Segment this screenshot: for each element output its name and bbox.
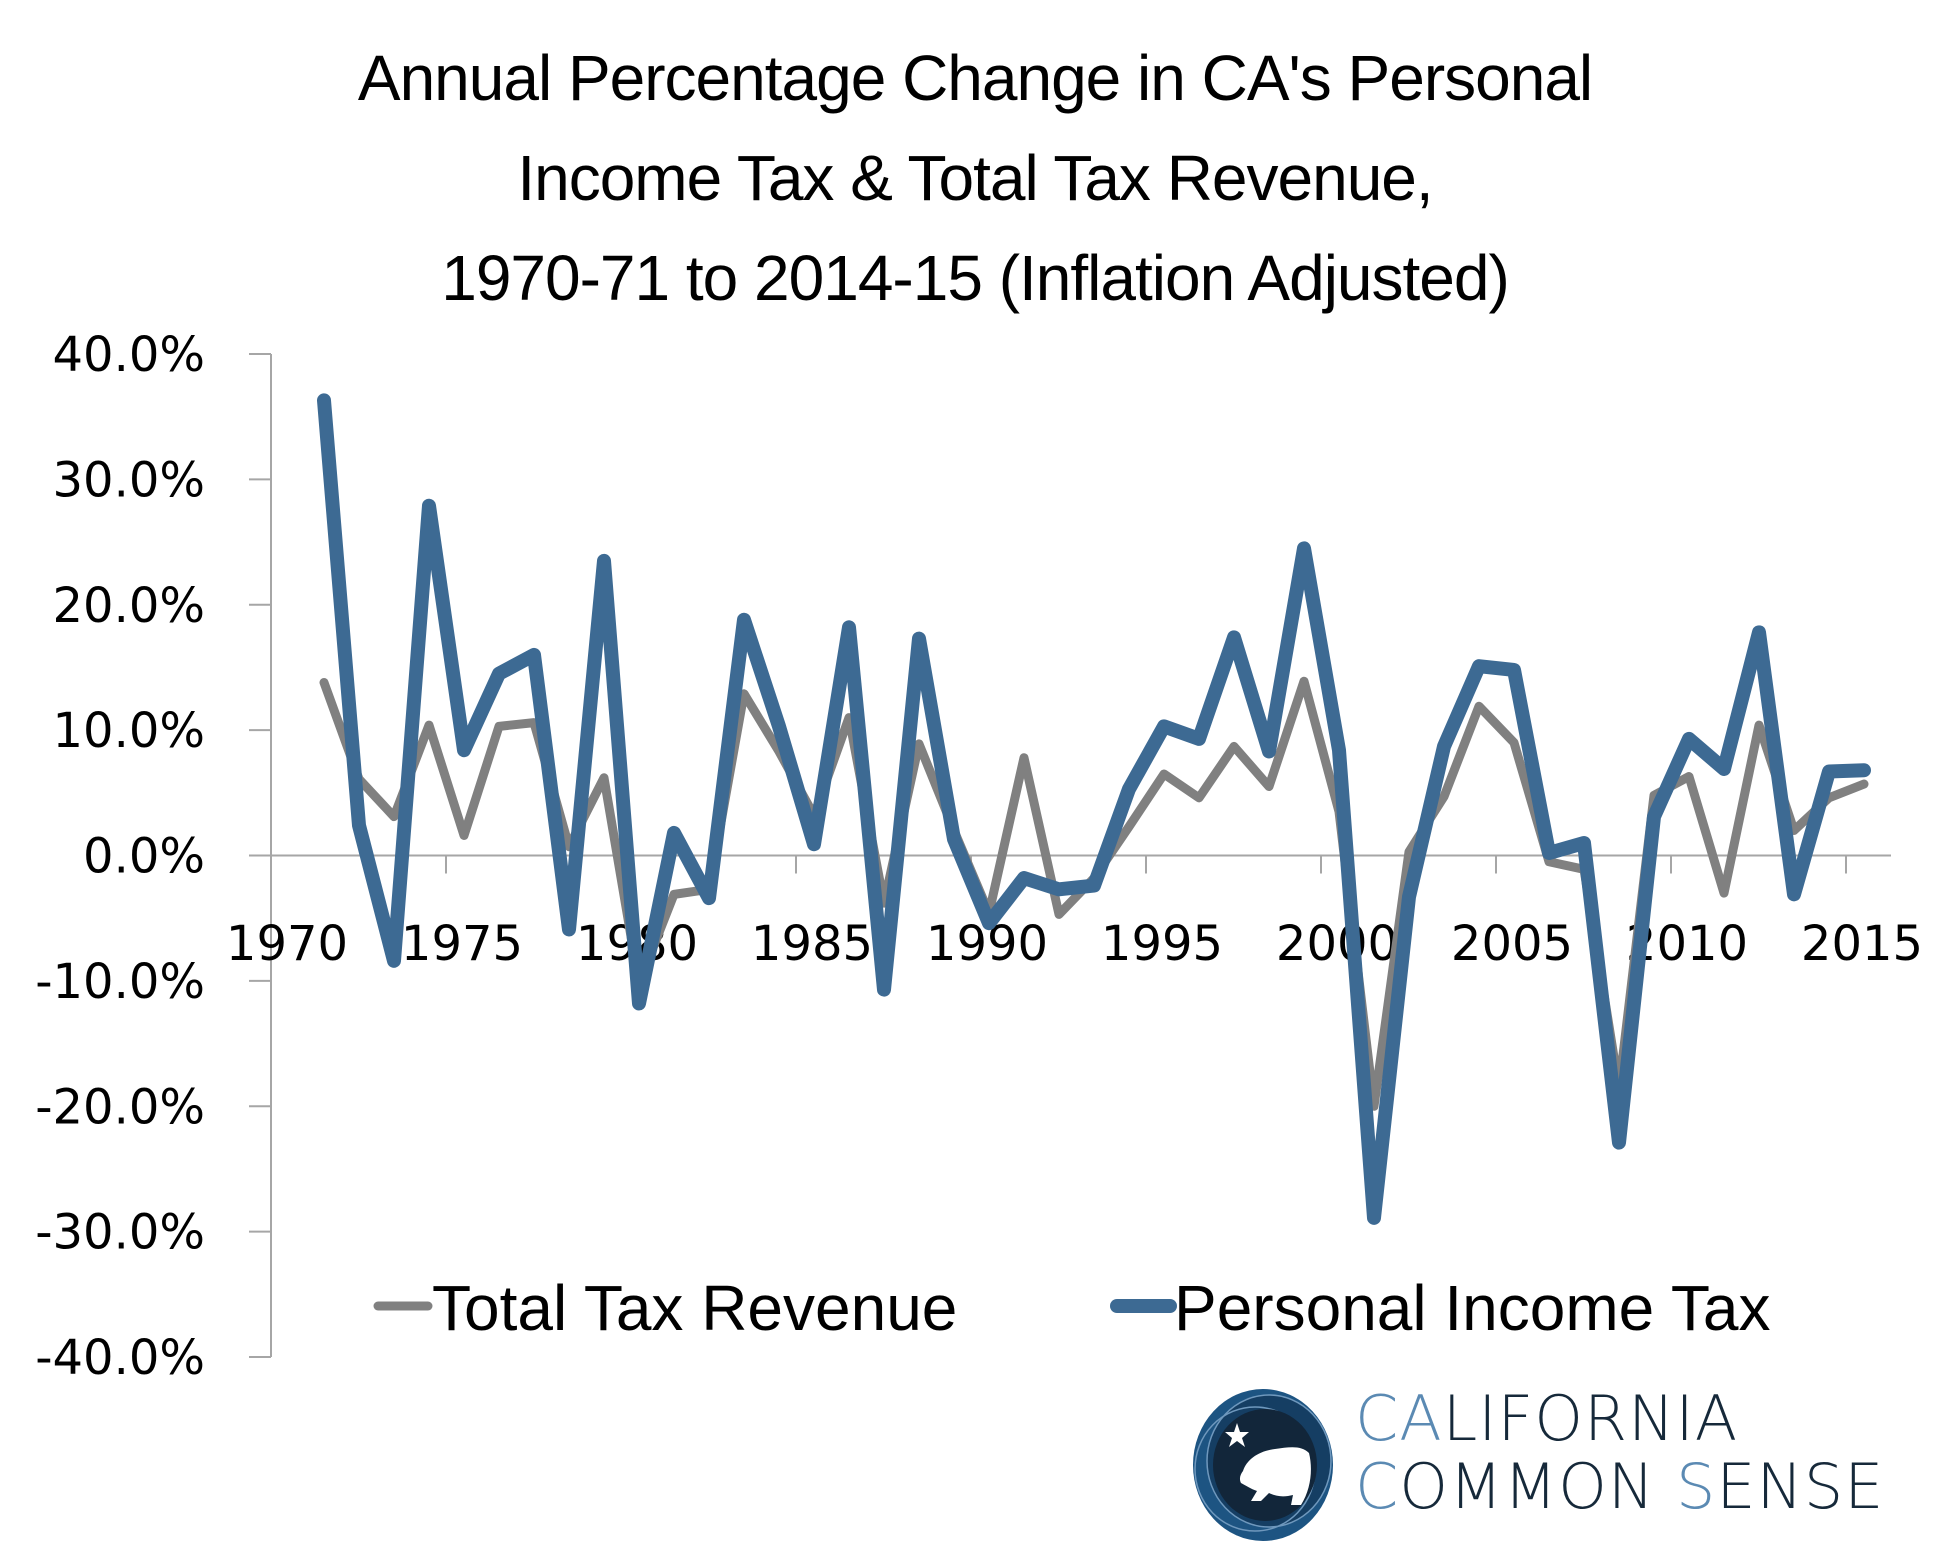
chart-title-line-1: Annual Percentage Change in CA's Persona… [357,42,1593,114]
x-tick-label: 1995 [1101,916,1223,972]
y-tick-label: 10.0% [53,703,205,759]
y-tick-label: -10.0% [35,954,205,1010]
legend-label-total-tax-revenue: Total Tax Revenue [432,1272,957,1344]
series-personal-income-tax [317,393,1871,1225]
logo-line-2: COMMON SENSE [1355,1450,1885,1523]
chart-title: Annual Percentage Change in CA's Persona… [0,28,1950,328]
axes: 40.0% 30.0% 20.0% 10.0% 0.0% -10.0% -20.0% -30.… [35,327,1923,1386]
series-layer [317,393,1871,1225]
series-line [317,393,1871,1225]
x-tick-label: 2005 [1451,916,1573,972]
y-tick-label: -30.0% [35,1205,205,1261]
california-bear-star-icon [1193,1389,1333,1541]
chart-title-line-3: 1970-71 to 2014-15 (Inflation Adjusted) [441,242,1510,314]
y-tick-label: 20.0% [53,578,205,634]
logo-wordmark: CALIFORNIA COMMON SENSE [1355,1385,1884,1521]
logo-line-1: CALIFORNIA [1355,1382,1739,1455]
x-tick-label: 1975 [401,916,523,972]
y-tick-label: 40.0% [53,327,205,383]
chart-title-line-2: Income Tax & Total Tax Revenue, [517,142,1433,214]
y-tick-label: 30.0% [53,452,205,508]
california-common-sense-logo: CALIFORNIA COMMON SENSE [1185,1385,1885,1545]
y-tick-label: 0.0% [83,829,205,885]
y-tick-label: -20.0% [35,1079,205,1135]
x-tick-label: 1970 [226,916,348,972]
y-tick-label: -40.0% [35,1330,205,1386]
legend: Total Tax Revenue Personal Income Tax [373,1272,1770,1344]
x-tick-label: 1985 [751,916,873,972]
x-tick-label: 2000 [1276,916,1398,972]
legend-label-personal-income-tax: Personal Income Tax [1174,1272,1770,1344]
x-tick-label: 2015 [1801,916,1923,972]
